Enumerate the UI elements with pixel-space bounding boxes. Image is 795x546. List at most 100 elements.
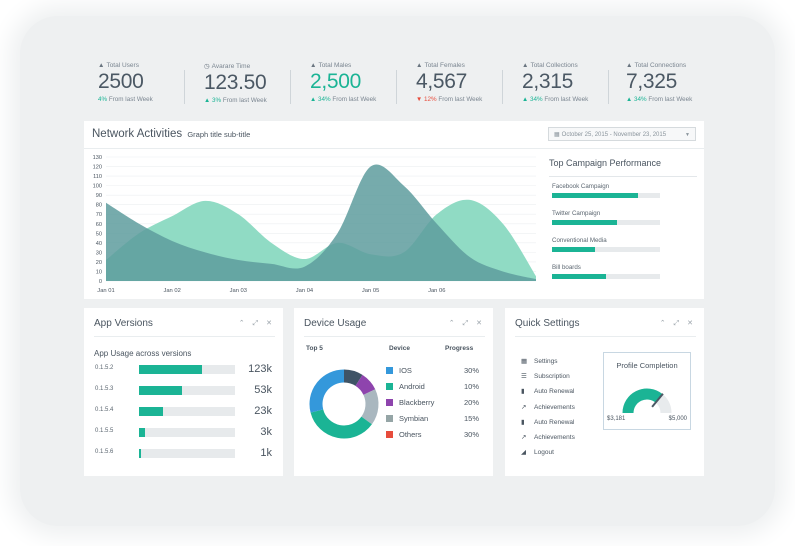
version-progress-fill (139, 449, 141, 458)
panel-title: Device Usage (304, 318, 367, 329)
stat-change: 34% (633, 96, 647, 103)
stat-change-suffix: From last Week (332, 96, 377, 103)
device-percent: 30% (464, 366, 480, 375)
y-tick-label: 50 (96, 231, 102, 237)
panel-controls[interactable]: ⌃ ⤢ ✕ (448, 320, 485, 327)
divider (94, 336, 275, 337)
up-arrow-icon: ▲ (522, 96, 529, 103)
quick-setting-subscription[interactable]: ☰ Subscription (521, 365, 570, 380)
date-range-picker[interactable]: ▦ October 25, 2015 - November 23, 2015 ▼ (548, 127, 696, 141)
version-progress-fill (139, 365, 203, 374)
stat-change-suffix: From last Week (438, 96, 483, 103)
version-amount: 1k (260, 447, 272, 459)
campaign-item: Facebook Campaign (552, 183, 662, 198)
campaign-progress-track (552, 220, 660, 225)
quick-setting-logout[interactable]: ◢ Logout (521, 441, 554, 456)
stat-divider (502, 70, 503, 104)
x-tick-label: Jan 03 (230, 288, 247, 294)
profile-gauge (622, 388, 672, 414)
campaign-item: Bill boards (552, 264, 662, 279)
stat-divider (396, 70, 397, 104)
donut-slice (361, 389, 379, 425)
quick-setting-label: Auto Renewal (534, 419, 575, 426)
donut-slice (343, 369, 363, 387)
column-header-device: Device (389, 345, 410, 352)
stats-row: ▲ Total Users 2500 4% From last Week ◷ Ava… (84, 62, 704, 112)
gauge-min-label: $3,181 (607, 416, 626, 422)
caret-down-icon: ▼ (685, 132, 690, 138)
app-versions-panel: App Versions ⌃ ⤢ ✕ App Usage across vers… (84, 308, 283, 476)
x-tick-label: Jan 05 (362, 288, 379, 294)
y-tick-label: 90 (96, 193, 102, 199)
stat-divider (184, 70, 185, 104)
stat-change-suffix: From last Week (648, 96, 693, 103)
version-row: 0.1.5.5 3k (95, 425, 275, 439)
legend-swatch (386, 383, 393, 390)
y-tick-label: 80 (96, 203, 102, 209)
device-name: IOS (399, 366, 412, 375)
campaign-label: Conventional Media (552, 237, 607, 244)
version-row: 0.1.5.4 23k (95, 404, 275, 418)
stat-label: Avarare Time (211, 63, 251, 70)
network-title: Network Activities (92, 128, 183, 140)
bar-chart-icon: ▮ (521, 388, 525, 395)
campaign-item: Twitter Campaign (552, 210, 662, 225)
divider (549, 176, 697, 177)
stat-label: Total Females (424, 62, 465, 69)
line-chart-icon: ↗ (521, 404, 527, 411)
bar-chart-icon: ▮ (521, 419, 525, 426)
device-name: Others (399, 430, 422, 439)
version-progress-track (139, 407, 235, 416)
quick-setting-auto-renewal[interactable]: ▮ Auto Renewal (521, 411, 575, 426)
stat-average-time: ◷ Avarare Time 123.50 ▲ 3% From last Week (204, 62, 308, 112)
network-activities-panel: Network Activities Graph title sub-title… (84, 121, 704, 299)
device-name: Blackberry (399, 398, 435, 407)
y-tick-label: 30 (96, 250, 102, 256)
panel-controls[interactable]: ⌃ ⤢ ✕ (238, 320, 275, 327)
version-row: 0.1.5.3 53k (95, 383, 275, 397)
donut-slice (310, 408, 372, 439)
x-tick-label: Jan 06 (428, 288, 445, 294)
donut-slice (355, 374, 376, 396)
campaign-progress-fill (552, 274, 606, 279)
device-row: Symbian 15% (386, 413, 486, 425)
quick-setting-achievements[interactable]: ↗ Achievements (521, 426, 575, 441)
version-label: 0.1.5.5 (95, 428, 114, 434)
version-amount: 123k (248, 363, 272, 375)
version-progress-track (139, 365, 235, 374)
divider (84, 148, 704, 149)
quick-setting-achievements[interactable]: ↗ Achievements (521, 396, 575, 411)
calendar-icon: ▦ (521, 358, 528, 365)
version-label: 0.1.5.6 (95, 449, 114, 455)
version-progress-fill (139, 407, 163, 416)
user-icon: ▲ (310, 62, 317, 69)
stat-value: 2500 (98, 70, 144, 93)
quick-settings-panel: Quick Settings ⌃ ⤢ ✕ ▦ Settings ☰ Subscrip… (505, 308, 704, 476)
app-usage-subtitle: App Usage across versions (94, 349, 192, 358)
divider (304, 336, 485, 337)
clock-icon: ◷ (204, 63, 210, 70)
area-chart-icon: ◢ (521, 449, 526, 456)
panel-controls[interactable]: ⌃ ⤢ ✕ (659, 320, 696, 327)
stat-total-collections: ▲ Total Collections 2,315 ▲ 34% From last… (522, 62, 626, 112)
device-donut-chart (309, 369, 379, 439)
campaign-label: Bill boards (552, 264, 581, 271)
quick-setting-auto-renewal[interactable]: ▮ Auto Renewal (521, 380, 574, 395)
y-tick-label: 70 (96, 212, 102, 218)
version-amount: 23k (254, 405, 272, 417)
device-row: Blackberry 20% (386, 397, 486, 409)
stat-value: 2,500 (310, 70, 362, 93)
user-icon: ▲ (522, 62, 529, 69)
device-name: Android (399, 382, 425, 391)
campaign-progress-fill (552, 220, 617, 225)
stat-change: 4% (98, 96, 108, 103)
stat-value: 2,315 (522, 70, 574, 93)
campaign-progress-fill (552, 193, 639, 198)
quick-setting-label: Achievements (534, 404, 575, 411)
version-progress-track (139, 428, 235, 437)
column-header-top: Top 5 (306, 345, 323, 352)
quick-setting-settings[interactable]: ▦ Settings (521, 350, 558, 365)
user-icon: ▲ (416, 62, 423, 69)
user-icon: ▲ (626, 62, 633, 69)
version-label: 0.1.5.3 (95, 386, 114, 392)
